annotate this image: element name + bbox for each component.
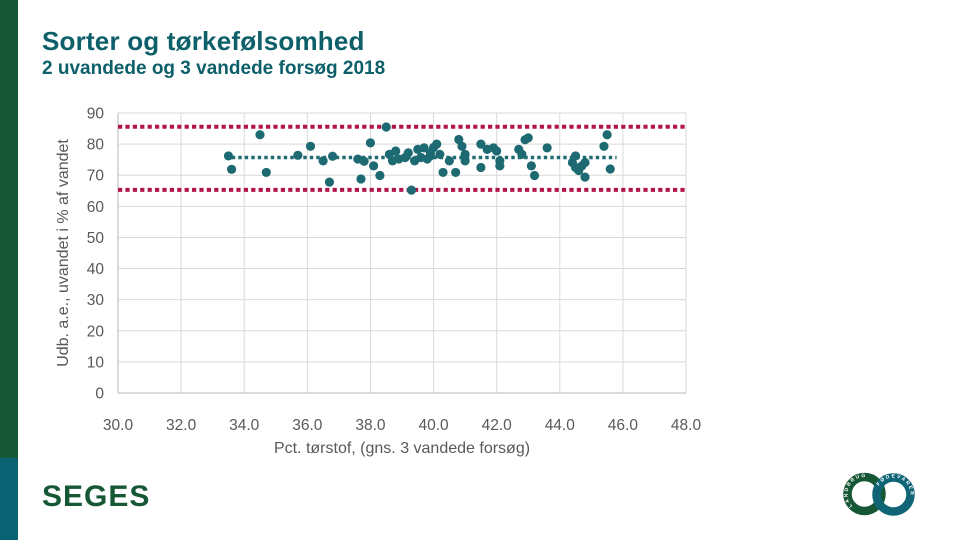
title-block: Sorter og tørkefølsomhed 2 uvandede og 3… (42, 26, 385, 80)
svg-text:42.0: 42.0 (482, 417, 513, 434)
data-point (457, 141, 467, 151)
svg-text:20: 20 (87, 323, 105, 340)
data-point (419, 143, 429, 153)
data-point (406, 185, 417, 195)
data-point (517, 149, 527, 159)
data-point (605, 164, 615, 174)
left-accent-bar-teal (0, 458, 18, 540)
data-point (305, 141, 316, 151)
page-subtitle: 2 uvandede og 3 vandede forsøg 2018 (42, 58, 386, 79)
data-point (356, 174, 366, 184)
data-point (375, 170, 385, 181)
x-tick-labels: 30.0 32.0 34.0 36.0 38.0 40.0 42.0 44.0 46.0 48.0 (103, 417, 702, 434)
svg-text:10: 10 (87, 354, 105, 371)
fodevarer-ring (872, 473, 915, 516)
svg-text:30.0: 30.0 (103, 417, 134, 434)
data-point (435, 149, 445, 159)
svg-text:90: 90 (87, 106, 105, 123)
svg-text:32.0: 32.0 (166, 417, 197, 434)
svg-text:0: 0 (95, 386, 104, 403)
svg-text:60: 60 (87, 199, 105, 216)
data-point (476, 162, 486, 173)
data-point (261, 167, 271, 178)
data-point (602, 130, 612, 140)
data-point (403, 148, 413, 158)
data-point (599, 141, 609, 151)
data-point (454, 134, 464, 145)
data-point (318, 156, 328, 166)
axes (117, 113, 686, 394)
data-point (369, 161, 379, 171)
data-point (570, 151, 581, 161)
data-point (438, 167, 448, 178)
data-point (327, 151, 338, 161)
data-point (391, 146, 401, 156)
y-tick-labels: 0 10 20 30 40 50 60 70 80 90 (87, 106, 105, 403)
svg-text:40: 40 (87, 261, 105, 278)
x-axis-title: Pct. tørstof, (gns. 3 vandede forsøg) (274, 440, 530, 457)
data-point (324, 177, 335, 187)
y-axis-title: Udb. a.e., uvandet i % af vandet (55, 139, 72, 367)
data-point (580, 157, 590, 168)
svg-text:70: 70 (87, 168, 105, 185)
data-point (365, 138, 376, 148)
data-point (460, 149, 470, 159)
svg-text:30: 30 (87, 292, 105, 309)
data-point (223, 151, 234, 161)
data-point (476, 139, 486, 149)
data-point (255, 130, 265, 140)
svg-text:34.0: 34.0 (229, 417, 260, 434)
data-point (381, 122, 391, 132)
data-point (359, 156, 369, 166)
data-point (444, 156, 454, 166)
svg-text:46.0: 46.0 (608, 417, 639, 434)
svg-text:44.0: 44.0 (545, 417, 576, 434)
data-point (542, 143, 552, 153)
data-points (223, 122, 615, 195)
data-point (529, 170, 540, 181)
landbrug-fodevarer-logo: LANDBRUG FØDEVARER (843, 472, 915, 516)
page-title: Sorter og tørkefølsomhed (42, 26, 365, 56)
data-point (451, 167, 461, 178)
data-point (293, 150, 303, 160)
data-point (460, 156, 470, 166)
data-point (526, 161, 536, 171)
data-point (523, 133, 533, 143)
data-point (495, 161, 505, 171)
data-point (492, 146, 502, 156)
left-accent-bar-green (0, 0, 18, 458)
svg-text:80: 80 (87, 137, 105, 154)
svg-text:38.0: 38.0 (355, 417, 386, 434)
seges-wordmark: SEGES (42, 480, 151, 513)
svg-text:36.0: 36.0 (292, 417, 323, 434)
svg-text:40.0: 40.0 (418, 417, 449, 434)
landbrug-ring (843, 472, 886, 516)
svg-text:50: 50 (87, 230, 105, 247)
gridlines (117, 112, 687, 394)
data-point (227, 164, 237, 174)
svg-text:48.0: 48.0 (671, 417, 702, 434)
data-point (432, 139, 442, 149)
data-point (580, 172, 590, 182)
data-point (425, 151, 435, 161)
